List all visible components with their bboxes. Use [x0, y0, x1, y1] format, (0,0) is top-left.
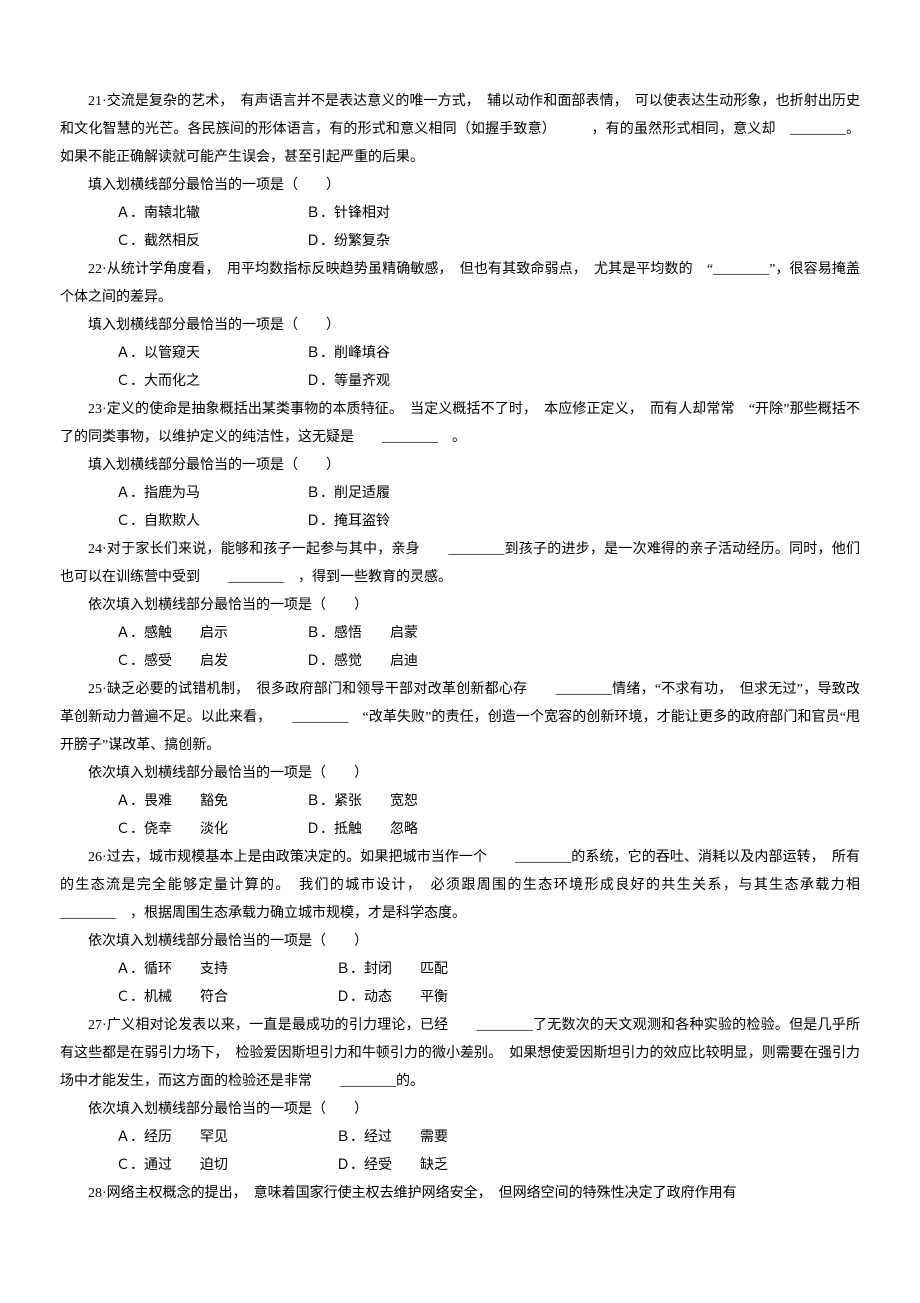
q27-opt-c: Ｃ．通过 迫切 — [88, 1152, 308, 1180]
q24-opt-c: Ｃ．感受 启发 — [88, 648, 278, 676]
q23-opt-b: Ｂ．削足适履 — [278, 480, 468, 508]
q22-opts-row2: Ｃ．大而化之Ｄ．等量齐观 — [60, 368, 860, 396]
q25-opt-c: Ｃ．侥幸 淡化 — [88, 816, 278, 844]
q21-num: 21 — [88, 94, 102, 109]
q25-opt-d: Ｄ．抵触 忽略 — [278, 816, 468, 844]
q24-opts-row2: Ｃ．感受 启发Ｄ．感觉 启迪 — [60, 648, 860, 676]
q22-opts-row1: Ａ．以管窥天Ｂ．削峰填谷 — [60, 340, 860, 368]
q24-opt-d: Ｄ．感觉 启迪 — [278, 648, 468, 676]
q23-opt-c: Ｃ．自欺欺人 — [88, 508, 278, 536]
q28-num: 28 — [88, 1186, 102, 1201]
q24-stem: 24·对于家长们来说，能够和孩子一起参与其中，亲身 ________到孩子的进步… — [60, 536, 860, 592]
q26-num: 26 — [88, 850, 102, 865]
q26-opt-c: Ｃ．机械 符合 — [88, 984, 308, 1012]
q27-num: 27 — [88, 1018, 102, 1033]
q22-opt-d: Ｄ．等量齐观 — [278, 368, 468, 396]
q21-stem: 21·交流是复杂的艺术， 有声语言并不是表达意义的唯一方式， 辅以动作和面部表情… — [60, 88, 860, 172]
q24-prompt: 依次填入划横线部分最恰当的一项是（ ） — [60, 592, 860, 620]
q26-opts-row2: Ｃ．机械 符合Ｄ．动态 平衡 — [60, 984, 860, 1012]
q25-opt-b: Ｂ．紧张 宽恕 — [278, 788, 468, 816]
q23-opts-row2: Ｃ．自欺欺人Ｄ．掩耳盗铃 — [60, 508, 860, 536]
q21-opt-d: Ｄ．纷繁复杂 — [278, 228, 468, 256]
q24-opt-b: Ｂ．感悟 启蒙 — [278, 620, 468, 648]
q26-prompt: 依次填入划横线部分最恰当的一项是（ ） — [60, 928, 860, 956]
q22-opt-a: Ａ．以管窥天 — [88, 340, 278, 368]
q22-prompt: 填入划横线部分最恰当的一项是（ ） — [60, 312, 860, 340]
q25-opts-row2: Ｃ．侥幸 淡化Ｄ．抵触 忽略 — [60, 816, 860, 844]
q26-stem: 26·过去，城市规模基本上是由政策决定的。如果把城市当作一个 ________的… — [60, 844, 860, 928]
q21-opt-c: Ｃ．截然相反 — [88, 228, 278, 256]
q25-opt-a: Ａ．畏难 豁免 — [88, 788, 278, 816]
q23-opt-d: Ｄ．掩耳盗铃 — [278, 508, 468, 536]
q24-opts-row1: Ａ．感触 启示Ｂ．感悟 启蒙 — [60, 620, 860, 648]
q27-stem: 27·广义相对论发表以来，一直是最成功的引力理论，已经 ________了无数次… — [60, 1012, 860, 1096]
q24-num: 24 — [88, 542, 102, 557]
q27-opts-row2: Ｃ．通过 迫切Ｄ．经受 缺乏 — [60, 1152, 860, 1180]
q23-opts-row1: Ａ．指鹿为马Ｂ．削足适履 — [60, 480, 860, 508]
q27-opt-d: Ｄ．经受 缺乏 — [308, 1152, 528, 1180]
q25-prompt: 依次填入划横线部分最恰当的一项是（ ） — [60, 760, 860, 788]
q21-opt-b: Ｂ．针锋相对 — [278, 200, 468, 228]
q22-opt-c: Ｃ．大而化之 — [88, 368, 278, 396]
q25-stem: 25·缺乏必要的试错机制， 很多政府部门和领导干部对改革创新都心存 ______… — [60, 676, 860, 760]
q25-num: 25 — [88, 682, 102, 697]
q25-opts-row1: Ａ．畏难 豁免Ｂ．紧张 宽恕 — [60, 788, 860, 816]
q24-opt-a: Ａ．感触 启示 — [88, 620, 278, 648]
q26-opt-a: Ａ．循环 支持 — [88, 956, 308, 984]
q23-stem: 23·定义的使命是抽象概括出某类事物的本质特征。 当定义概括不了时， 本应修正定… — [60, 396, 860, 452]
q28-stem: 28·网络主权概念的提出， 意味着国家行使主权去维护网络安全， 但网络空间的特殊… — [60, 1180, 860, 1208]
q26-opt-b: Ｂ．封闭 匹配 — [308, 956, 528, 984]
q22-opt-b: Ｂ．削峰填谷 — [278, 340, 468, 368]
q21-opt-a: Ａ．南辕北辙 — [88, 200, 278, 228]
q23-prompt: 填入划横线部分最恰当的一项是（ ） — [60, 452, 860, 480]
q21-opts-row2: Ｃ．截然相反Ｄ．纷繁复杂 — [60, 228, 860, 256]
q26-opts-row1: Ａ．循环 支持Ｂ．封闭 匹配 — [60, 956, 860, 984]
q26-opt-d: Ｄ．动态 平衡 — [308, 984, 528, 1012]
q27-opt-b: Ｂ．经过 需要 — [308, 1124, 528, 1152]
q21-prompt: 填入划横线部分最恰当的一项是（ ） — [60, 172, 860, 200]
q23-num: 23 — [88, 402, 102, 417]
q22-stem: 22·从统计学角度看， 用平均数指标反映趋势虽精确敏感， 但也有其致命弱点， 尤… — [60, 256, 860, 312]
q22-num: 22 — [88, 262, 102, 277]
q23-opt-a: Ａ．指鹿为马 — [88, 480, 278, 508]
document-page: 21·交流是复杂的艺术， 有声语言并不是表达意义的唯一方式， 辅以动作和面部表情… — [0, 0, 920, 1238]
q27-opt-a: Ａ．经历 罕见 — [88, 1124, 308, 1152]
q21-opts-row1: Ａ．南辕北辙Ｂ．针锋相对 — [60, 200, 860, 228]
q27-opts-row1: Ａ．经历 罕见Ｂ．经过 需要 — [60, 1124, 860, 1152]
q27-prompt: 依次填入划横线部分最恰当的一项是（ ） — [60, 1096, 860, 1124]
